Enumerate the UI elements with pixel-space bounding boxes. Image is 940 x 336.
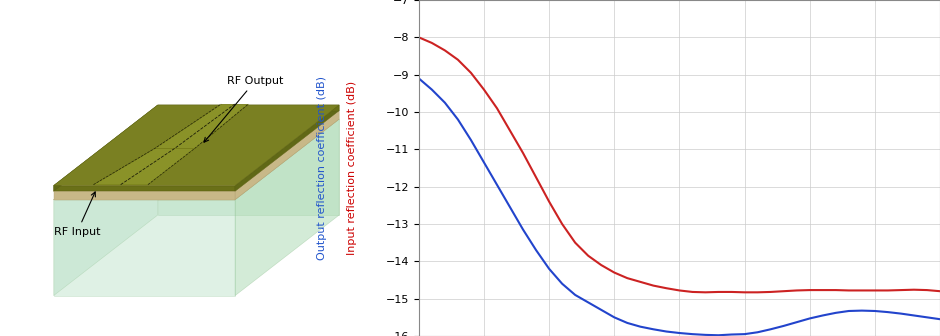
Polygon shape (235, 119, 339, 296)
Polygon shape (158, 119, 339, 215)
Polygon shape (93, 149, 195, 185)
Polygon shape (54, 191, 235, 200)
Polygon shape (54, 119, 339, 200)
Polygon shape (158, 105, 339, 111)
Text: RF Input: RF Input (54, 192, 101, 237)
Polygon shape (54, 185, 235, 191)
Polygon shape (54, 119, 158, 296)
Polygon shape (54, 111, 339, 191)
Polygon shape (54, 119, 339, 200)
Polygon shape (235, 105, 339, 191)
Text: Input reflection coefficient (dB): Input reflection coefficient (dB) (347, 81, 357, 255)
Polygon shape (54, 105, 339, 185)
Polygon shape (54, 200, 235, 296)
Polygon shape (155, 104, 248, 149)
Polygon shape (235, 111, 339, 200)
Text: Output reflection coefficient (dB): Output reflection coefficient (dB) (317, 76, 326, 260)
Polygon shape (54, 105, 158, 191)
Text: RF Output: RF Output (204, 76, 283, 142)
